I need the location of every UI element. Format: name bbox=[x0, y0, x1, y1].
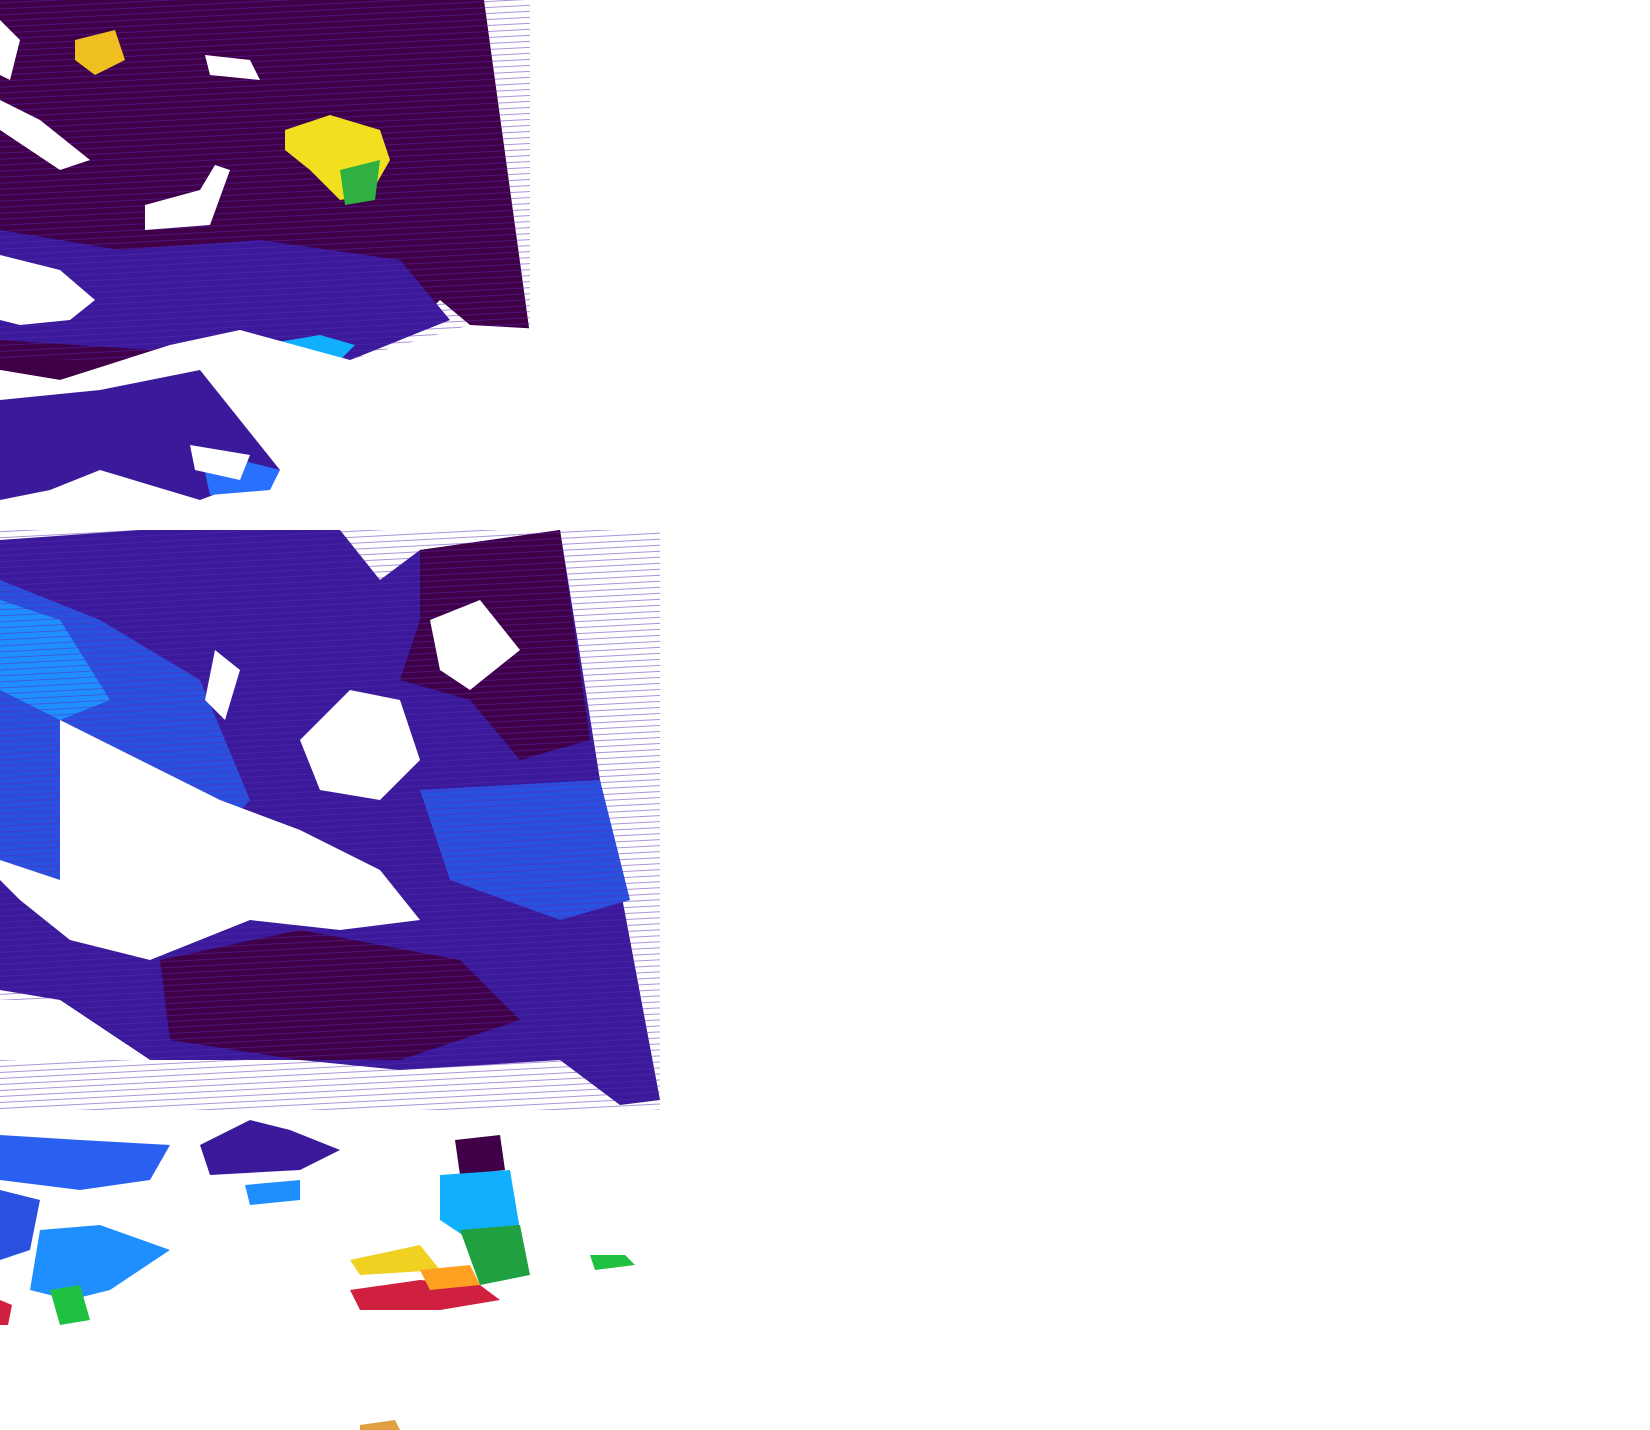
green-fragment bbox=[50, 1285, 90, 1325]
orange-fragment bbox=[420, 1265, 480, 1290]
cloud bbox=[0, 720, 420, 960]
cloud bbox=[205, 55, 260, 80]
cloud bbox=[300, 690, 420, 800]
cloud bbox=[0, 20, 20, 80]
lower-swath bbox=[0, 530, 660, 1110]
green-patch bbox=[340, 160, 380, 205]
light-blue-fragment bbox=[440, 1170, 520, 1240]
light-blue-fragment bbox=[30, 1225, 170, 1300]
blue-fragment bbox=[0, 1135, 170, 1190]
cloud bbox=[0, 100, 90, 170]
yellow-fragment bbox=[350, 1245, 440, 1275]
blue-fragment bbox=[0, 1190, 40, 1260]
cloud bbox=[0, 255, 95, 325]
green-fragment bbox=[590, 1255, 635, 1270]
yellow-patch bbox=[75, 30, 125, 75]
cloud bbox=[205, 650, 240, 720]
dark-fragment bbox=[455, 1135, 505, 1175]
orange-fragment bbox=[360, 1420, 400, 1430]
cloud bbox=[430, 600, 520, 690]
light-blue-fragment bbox=[245, 1180, 300, 1205]
upper-swath bbox=[0, 0, 530, 380]
red-fragment bbox=[350, 1280, 500, 1310]
bottom-fragments bbox=[0, 1120, 635, 1430]
blue-fragment bbox=[200, 1120, 340, 1175]
cloud bbox=[0, 1000, 150, 1060]
red-fragment bbox=[0, 1300, 12, 1325]
cloud bbox=[190, 445, 250, 480]
green-fragment bbox=[460, 1225, 530, 1285]
cloud bbox=[145, 165, 230, 230]
